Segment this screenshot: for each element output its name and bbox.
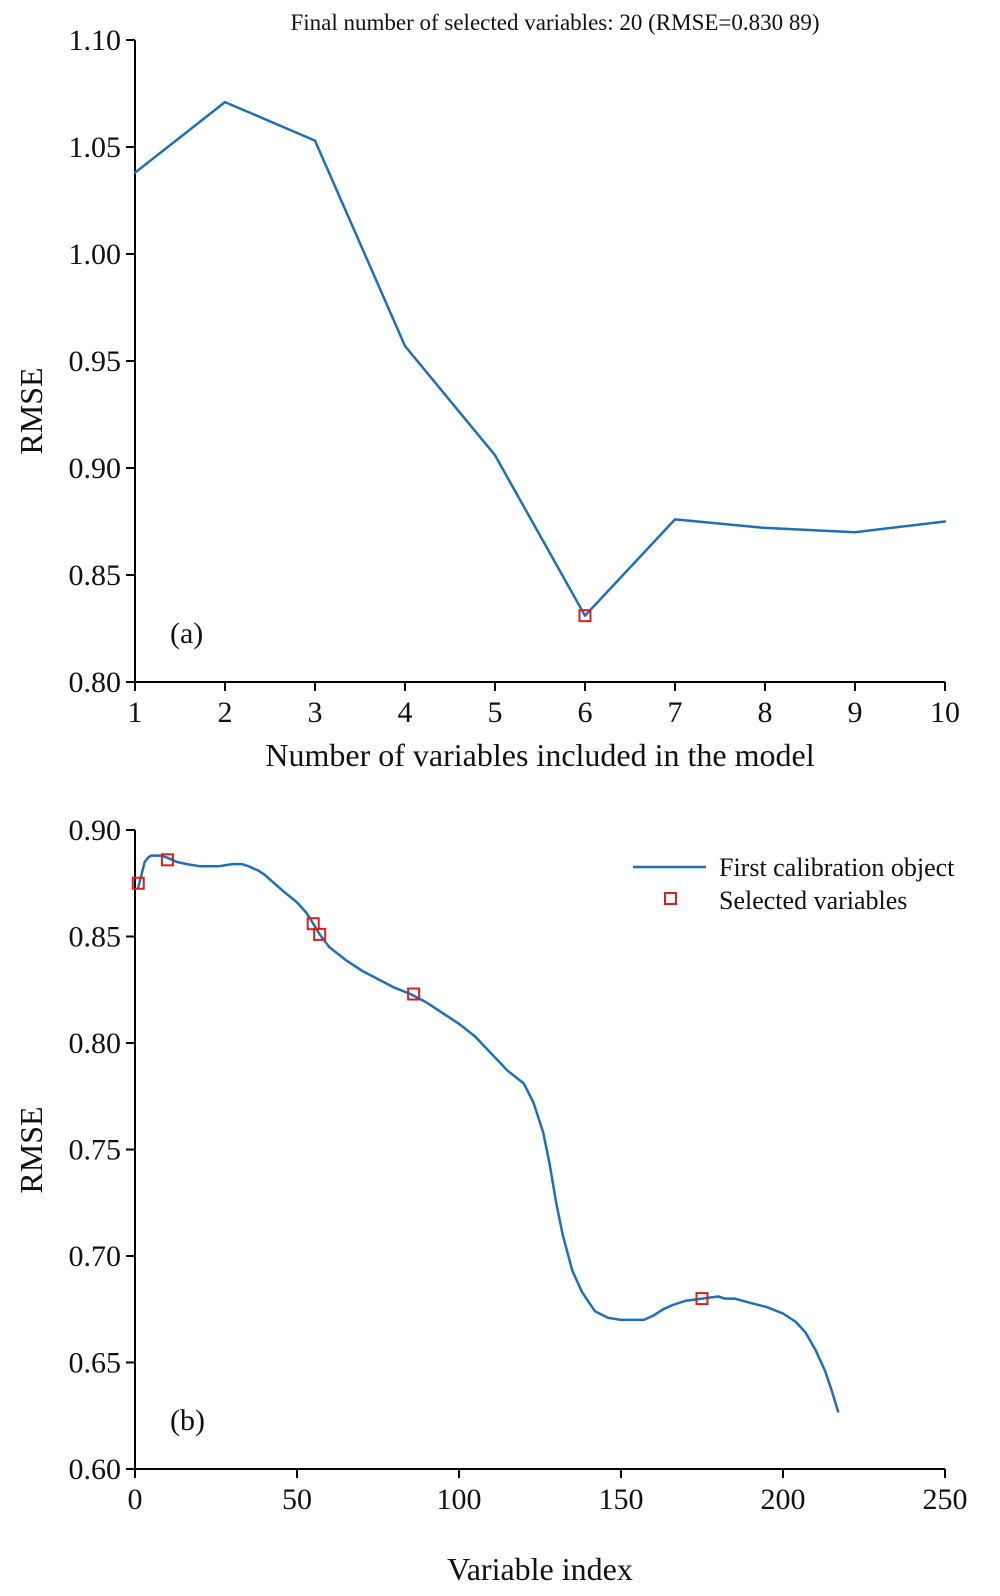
x-tick-label: 1 — [128, 696, 143, 729]
y-ticks: 0.60 0.65 0.70 0.75 0.80 0.85 0.90 — [69, 814, 135, 1486]
chart-panel-b: 0.60 0.65 0.70 0.75 0.80 0.85 0.90 0 50 100 150 20… — [13, 814, 968, 1587]
y-tick-label: 0.65 — [69, 1347, 122, 1380]
selected-variable-marker — [407, 987, 421, 1001]
x-tick-label: 5 — [488, 696, 503, 729]
y-tick-label: 0.85 — [69, 559, 122, 592]
chart-panel-a: Final number of selected variables: 20 (… — [13, 10, 960, 773]
x-tick-label: 8 — [758, 696, 773, 729]
legend: First calibration object Selected variab… — [633, 853, 955, 915]
x-tick-label: 50 — [282, 1483, 312, 1516]
selected-variable-marker — [313, 927, 327, 941]
series-line — [136, 854, 840, 1413]
x-tick-label: 3 — [308, 696, 323, 729]
y-tick-label: 0.70 — [69, 1240, 122, 1273]
y-axis-label: RMSE — [13, 1106, 49, 1193]
y-tick-label: 0.90 — [69, 814, 122, 847]
x-axis-label: Variable index — [447, 1551, 633, 1587]
selected-variable-marker — [131, 876, 145, 890]
legend-marker-swatch — [664, 892, 677, 905]
y-ticks: 0.80 0.85 0.90 0.95 1.00 1.05 1.10 — [69, 24, 135, 699]
markers — [131, 853, 709, 1306]
y-tick-label: 0.60 — [69, 1453, 122, 1486]
y-tick-label: 0.85 — [69, 921, 122, 954]
x-tick-label: 9 — [848, 696, 863, 729]
x-ticks: 1 2 3 4 5 6 7 8 9 10 — [128, 682, 960, 729]
y-axis-label: RMSE — [13, 367, 49, 454]
x-tick-label: 0 — [128, 1483, 143, 1516]
y-tick-label: 1.10 — [69, 24, 122, 57]
chart-title: Final number of selected variables: 20 (… — [290, 10, 819, 35]
x-tick-label: 150 — [599, 1483, 644, 1516]
y-tick-label: 1.05 — [69, 131, 122, 164]
x-ticks: 0 50 100 150 200 250 — [128, 1469, 968, 1516]
x-axis-label: Number of variables included in the mode… — [265, 737, 814, 773]
legend-label: First calibration object — [719, 853, 955, 882]
selected-variable-marker — [160, 853, 174, 867]
x-tick-label: 250 — [923, 1483, 968, 1516]
x-tick-label: 200 — [761, 1483, 806, 1516]
x-tick-label: 100 — [437, 1483, 482, 1516]
selected-variable-marker — [695, 1292, 709, 1306]
panel-label: (b) — [170, 1404, 205, 1437]
selected-variable-marker — [578, 609, 592, 623]
series-line — [133, 100, 947, 617]
markers — [578, 609, 592, 623]
y-tick-label: 0.90 — [69, 452, 122, 485]
y-tick-label: 1.00 — [69, 238, 122, 271]
x-tick-label: 6 — [578, 696, 593, 729]
x-tick-label: 10 — [930, 696, 960, 729]
x-tick-label: 4 — [398, 696, 413, 729]
x-tick-label: 7 — [668, 696, 683, 729]
y-tick-label: 0.80 — [69, 1027, 122, 1060]
x-tick-label: 2 — [218, 696, 233, 729]
y-tick-label: 0.95 — [69, 345, 122, 378]
panel-label: (a) — [170, 617, 203, 650]
legend-label: Selected variables — [719, 886, 907, 915]
y-tick-label: 0.75 — [69, 1134, 122, 1167]
y-tick-label: 0.80 — [69, 666, 122, 699]
